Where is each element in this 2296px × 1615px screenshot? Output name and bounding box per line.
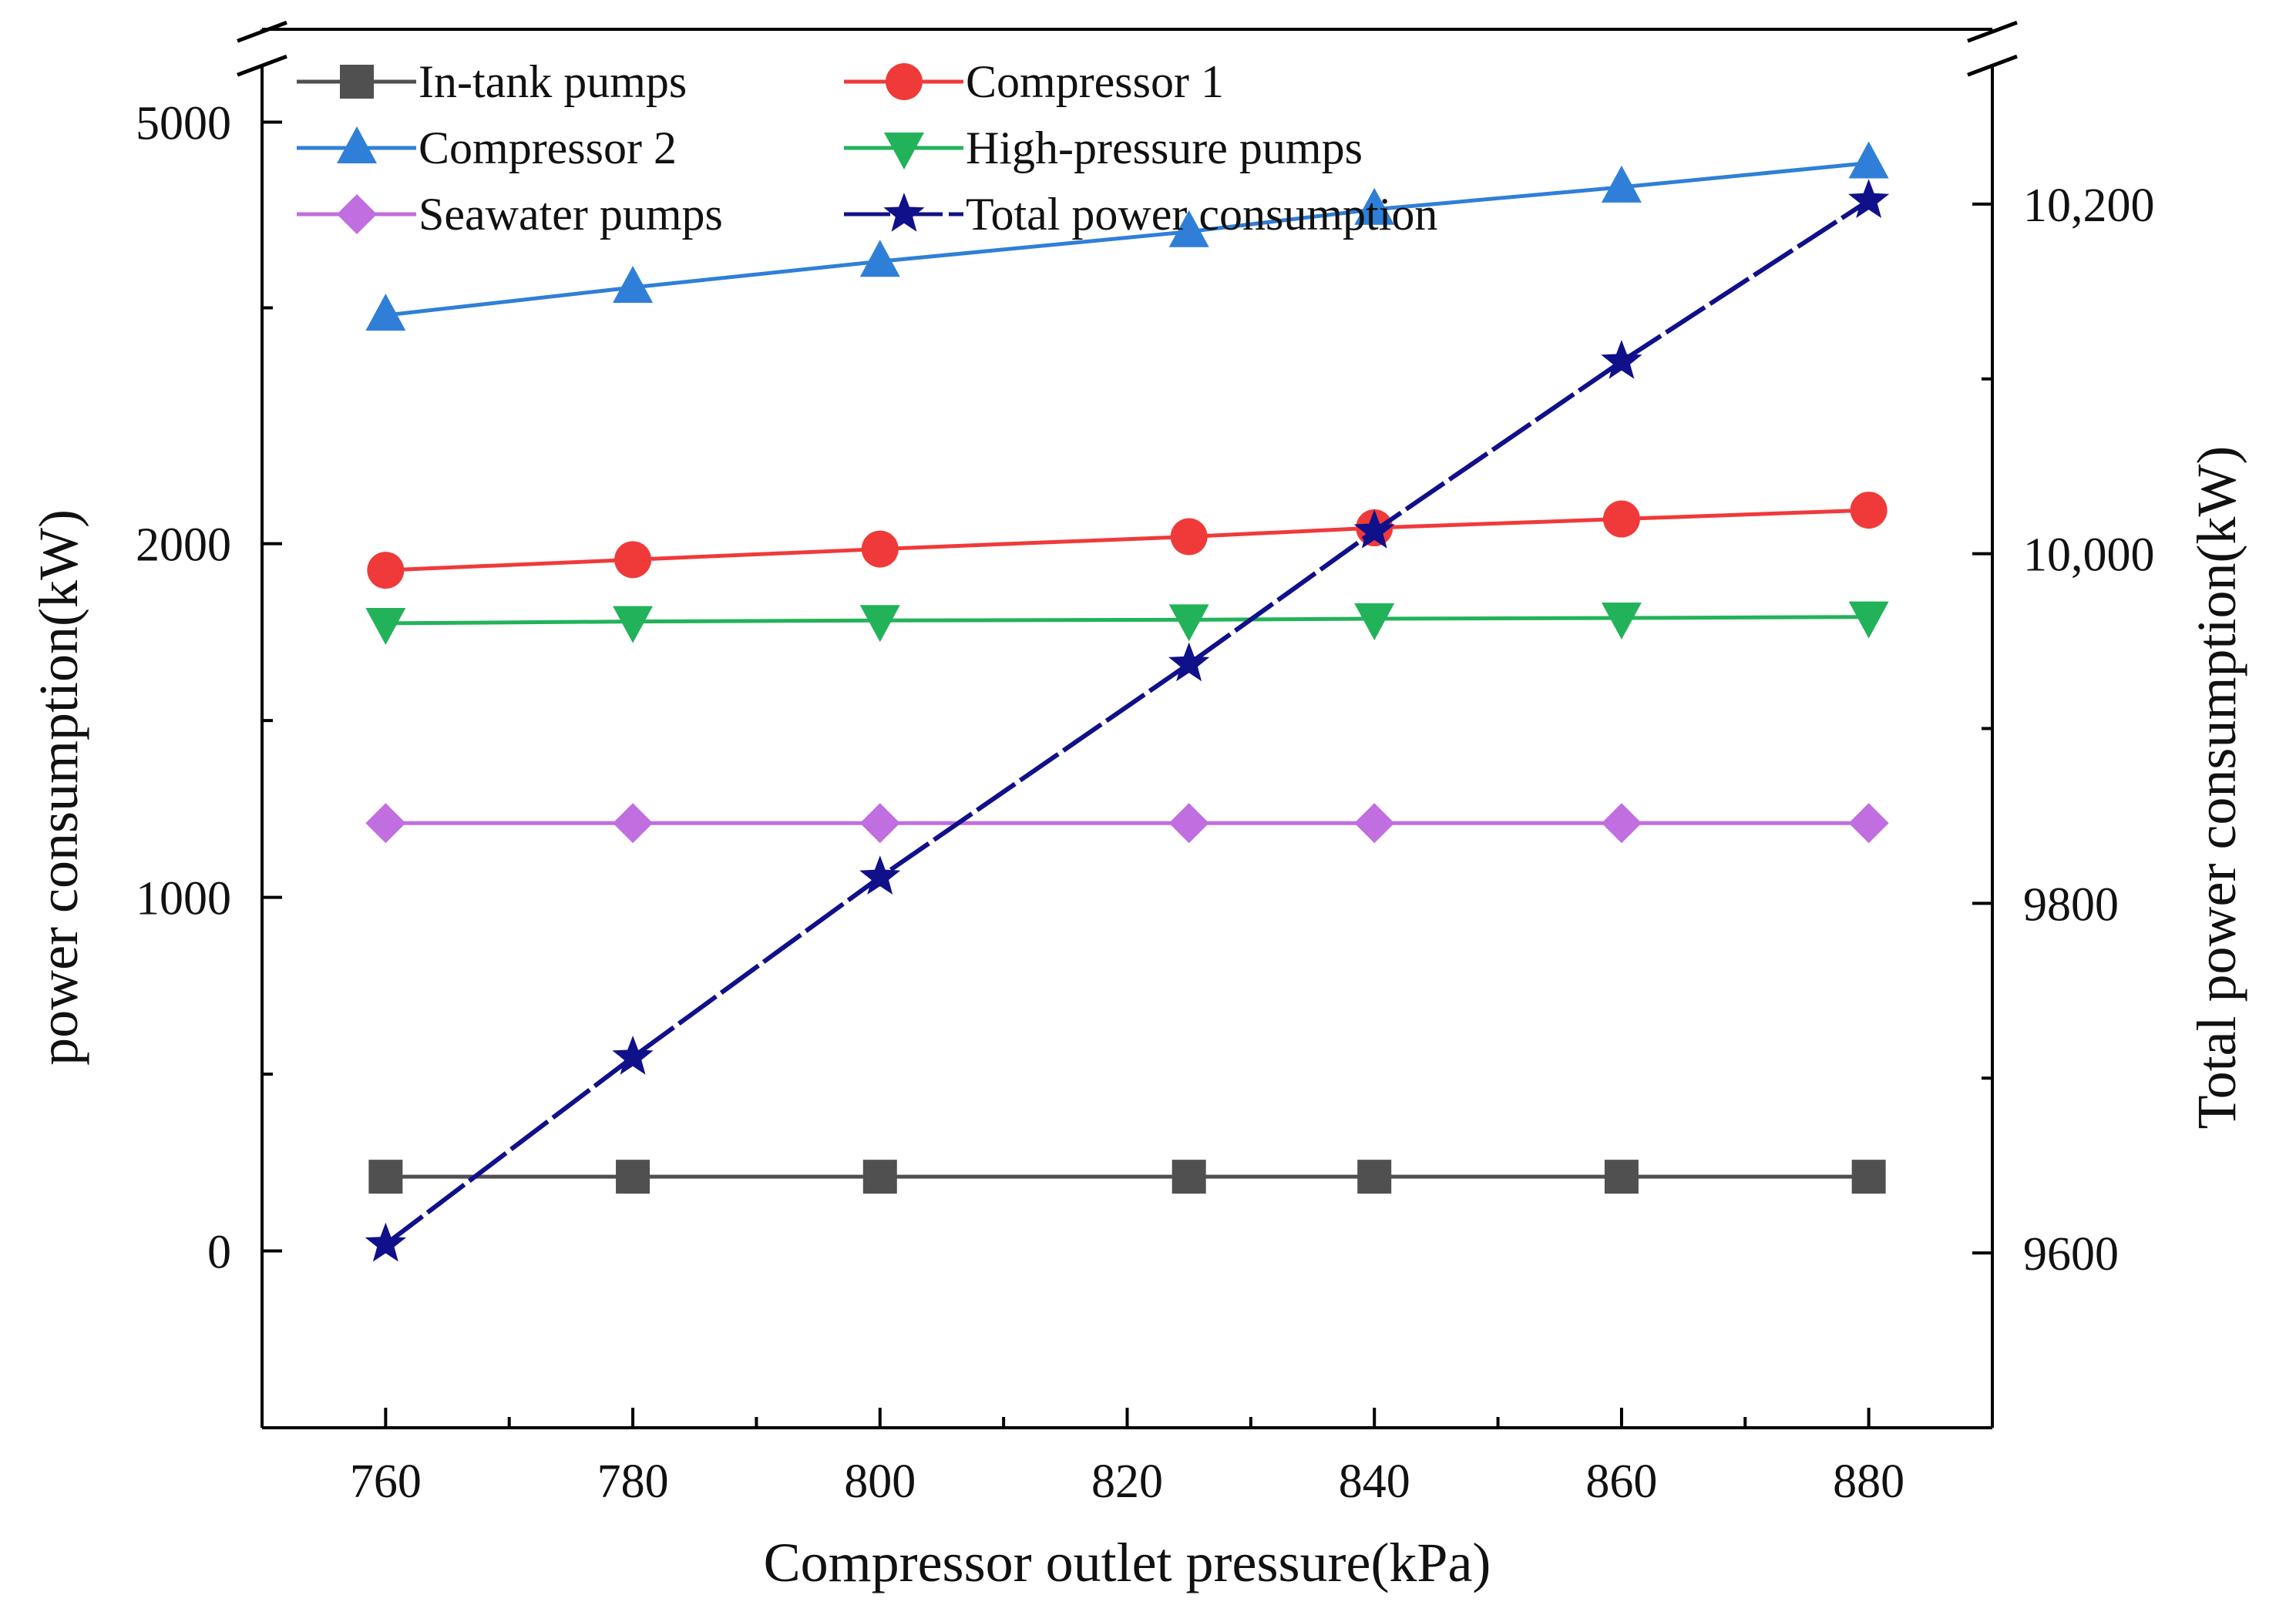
data-point xyxy=(365,1222,406,1262)
data-point xyxy=(1601,340,1642,379)
right-axis-tick-label: 10,200 xyxy=(2023,180,2155,232)
series-line xyxy=(385,615,1869,626)
legend-marker xyxy=(884,133,924,170)
right-axis-tick-label: 9600 xyxy=(2023,1228,2119,1281)
legend: In-tank pumps Compressor 1 Compressor 2 Hig… xyxy=(297,56,1437,240)
data-point xyxy=(616,1160,650,1194)
right-axis-break-mark xyxy=(1967,54,2018,77)
data-point xyxy=(1168,803,1209,844)
x-axis: 760 780 800 820 840 860 880 xyxy=(350,1408,1904,1508)
right-axis-tick-label: 9800 xyxy=(2023,878,2119,931)
series-seawater-pumps xyxy=(365,803,1889,844)
legend-marker xyxy=(883,193,925,232)
legend-marker xyxy=(886,63,923,100)
right-axis-tick-label: 10,000 xyxy=(2023,529,2155,582)
x-axis-tick-label: 820 xyxy=(1091,1456,1163,1508)
data-point xyxy=(614,541,652,579)
data-point xyxy=(1354,187,1395,225)
data-point xyxy=(1354,603,1395,640)
data-point xyxy=(859,803,900,844)
data-point xyxy=(365,294,406,331)
series-line xyxy=(384,198,1871,1247)
data-point xyxy=(1848,601,1889,639)
x-axis-tick-label: 800 xyxy=(844,1456,916,1508)
legend-label: Total power consumption xyxy=(966,189,1437,240)
legend-label: Compressor 2 xyxy=(419,123,677,173)
data-point xyxy=(1170,518,1208,556)
right-y-axis-title: Total power consumption(kW) xyxy=(2186,446,2247,1130)
left-axis-tick-label: 2000 xyxy=(136,519,231,572)
data-point xyxy=(1848,803,1889,844)
left-y-axis-title: power consumption(kW) xyxy=(28,509,89,1066)
right-y-axis: 9600 9800 10,000 10,200 xyxy=(1967,20,2155,1428)
data-point xyxy=(859,605,900,643)
data-point xyxy=(1353,509,1395,549)
data-point xyxy=(1354,803,1395,844)
legend-marker xyxy=(337,194,377,234)
data-point xyxy=(1172,1160,1206,1194)
x-axis-tick-label: 840 xyxy=(1339,1456,1410,1508)
data-point xyxy=(1601,603,1642,640)
data-point xyxy=(613,265,654,303)
data-point xyxy=(612,1036,654,1075)
left-axis-break-mark xyxy=(237,20,287,43)
series-total-power-consumption xyxy=(365,179,1890,1262)
data-point xyxy=(1602,500,1640,538)
data-point xyxy=(368,1160,403,1194)
legend-label: High-pressure pumps xyxy=(966,123,1363,173)
left-axis-tick-label: 1000 xyxy=(136,873,231,925)
series-high-pressure-pumps xyxy=(365,601,1889,645)
legend-entry: Compressor 1 xyxy=(844,56,1224,107)
data-point xyxy=(365,803,406,844)
legend-entry: Total power consumption xyxy=(844,189,1437,240)
legend-label: Compressor 1 xyxy=(966,56,1224,107)
data-point xyxy=(1357,1160,1392,1194)
legend-entry: In-tank pumps xyxy=(297,56,687,107)
left-axis-tick-label: 5000 xyxy=(136,98,231,150)
data-point xyxy=(1604,1160,1639,1194)
data-point xyxy=(1168,604,1209,642)
data-point xyxy=(1848,141,1889,179)
data-point xyxy=(613,803,654,844)
series-compressor-2 xyxy=(365,141,1889,331)
x-axis-title: Compressor outlet pressure(kPa) xyxy=(764,1532,1491,1593)
right-axis-break-mark xyxy=(1967,20,2018,43)
legend-entry: Compressor 2 xyxy=(297,123,677,173)
data-point xyxy=(859,240,900,277)
data-point xyxy=(1601,803,1642,844)
data-point xyxy=(1601,165,1642,203)
x-axis-tick-label: 780 xyxy=(597,1456,669,1508)
legend-label: Seawater pumps xyxy=(419,189,723,240)
x-axis-tick-label: 880 xyxy=(1833,1456,1904,1508)
legend-entry: High-pressure pumps xyxy=(844,123,1363,173)
series-in-tank-pumps xyxy=(368,1160,1886,1194)
data-point xyxy=(859,855,901,895)
series-layer xyxy=(365,141,1890,1262)
left-axis-tick-label: 0 xyxy=(207,1227,231,1279)
data-point xyxy=(861,530,899,568)
left-axis-break-mark xyxy=(237,54,287,77)
legend-entry: Seawater pumps xyxy=(297,189,723,240)
series-compressor-1 xyxy=(367,492,1888,589)
data-point xyxy=(862,1160,897,1194)
data-point xyxy=(365,607,406,645)
left-y-axis: 0 1000 2000 5000 xyxy=(136,20,287,1429)
series-line xyxy=(385,508,1869,572)
data-point xyxy=(1168,210,1209,247)
x-axis-tick-label: 860 xyxy=(1585,1456,1657,1508)
data-point xyxy=(1851,1160,1886,1194)
data-point xyxy=(1848,179,1890,218)
legend-marker xyxy=(337,126,377,163)
data-point xyxy=(613,606,654,643)
data-point xyxy=(1850,492,1888,529)
legend-label: In-tank pumps xyxy=(419,56,687,107)
legend-marker xyxy=(340,65,374,99)
data-point xyxy=(1168,642,1210,682)
data-point xyxy=(367,552,405,589)
x-axis-tick-label: 760 xyxy=(350,1456,422,1508)
